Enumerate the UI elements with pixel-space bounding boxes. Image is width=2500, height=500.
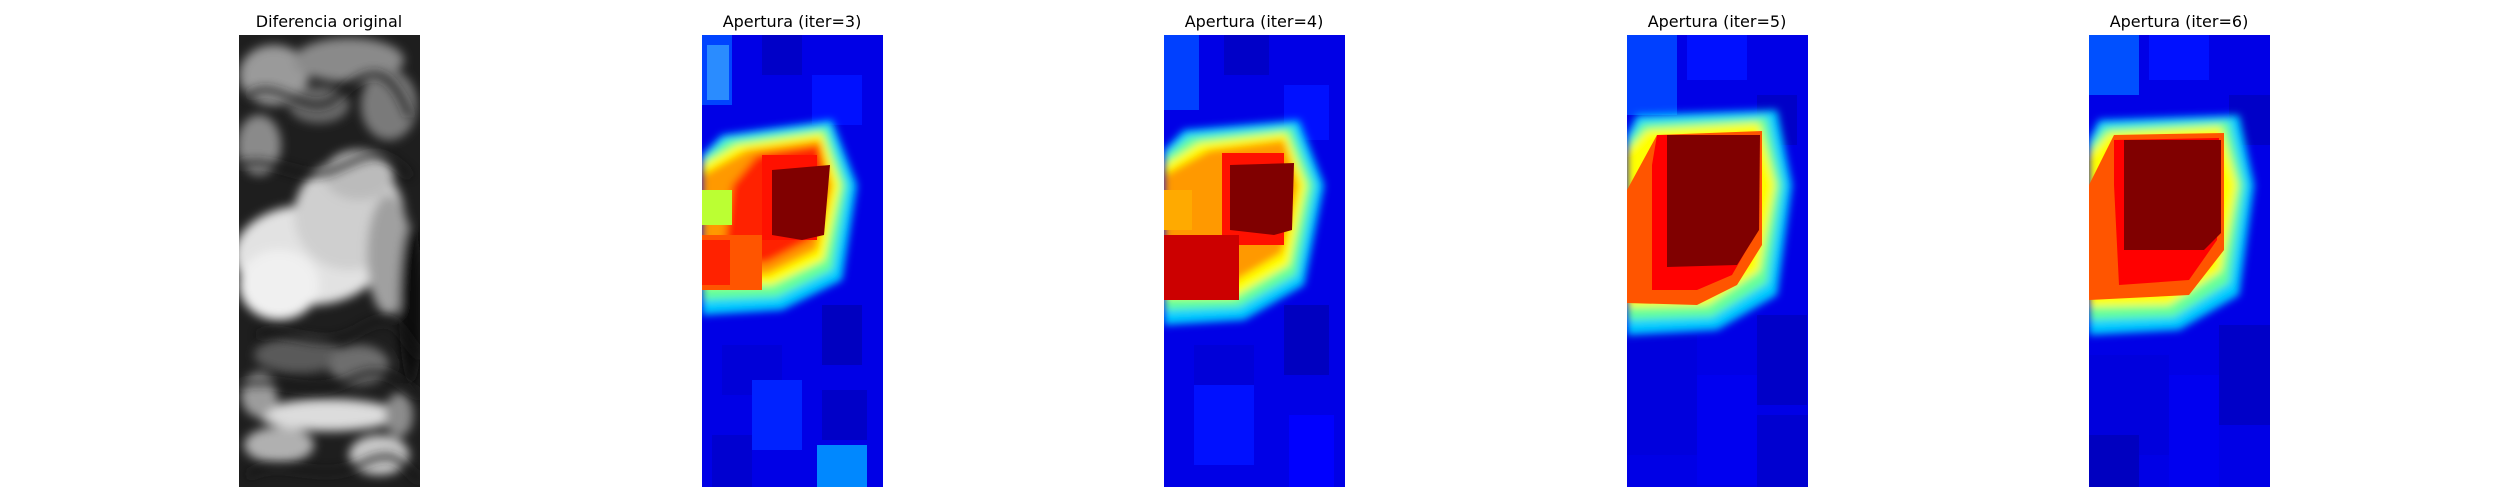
panel-original-difference: Diferencia original (179, 0, 479, 500)
grayscale-difference-image (239, 35, 420, 487)
heatmap-image-iter-3 (702, 35, 883, 487)
panel-title: Apertura (iter=4) (1184, 12, 1324, 31)
heatmap-image-iter-4 (1164, 35, 1345, 487)
panel-title: Apertura (iter=6) (2109, 12, 2249, 31)
panel-opening-iter-4: Apertura (iter=4) (1104, 0, 1404, 500)
panel-title: Diferencia original (255, 12, 403, 31)
panel-title: Apertura (iter=5) (1647, 12, 1787, 31)
panel-title: Apertura (iter=3) (722, 12, 862, 31)
panel-opening-iter-6: Apertura (iter=6) (2029, 0, 2329, 500)
panel-opening-iter-3: Apertura (iter=3) (642, 0, 942, 500)
heatmap-image-iter-6 (2089, 35, 2270, 487)
panel-opening-iter-5: Apertura (iter=5) (1567, 0, 1867, 500)
heatmap-image-iter-5 (1627, 35, 1808, 487)
